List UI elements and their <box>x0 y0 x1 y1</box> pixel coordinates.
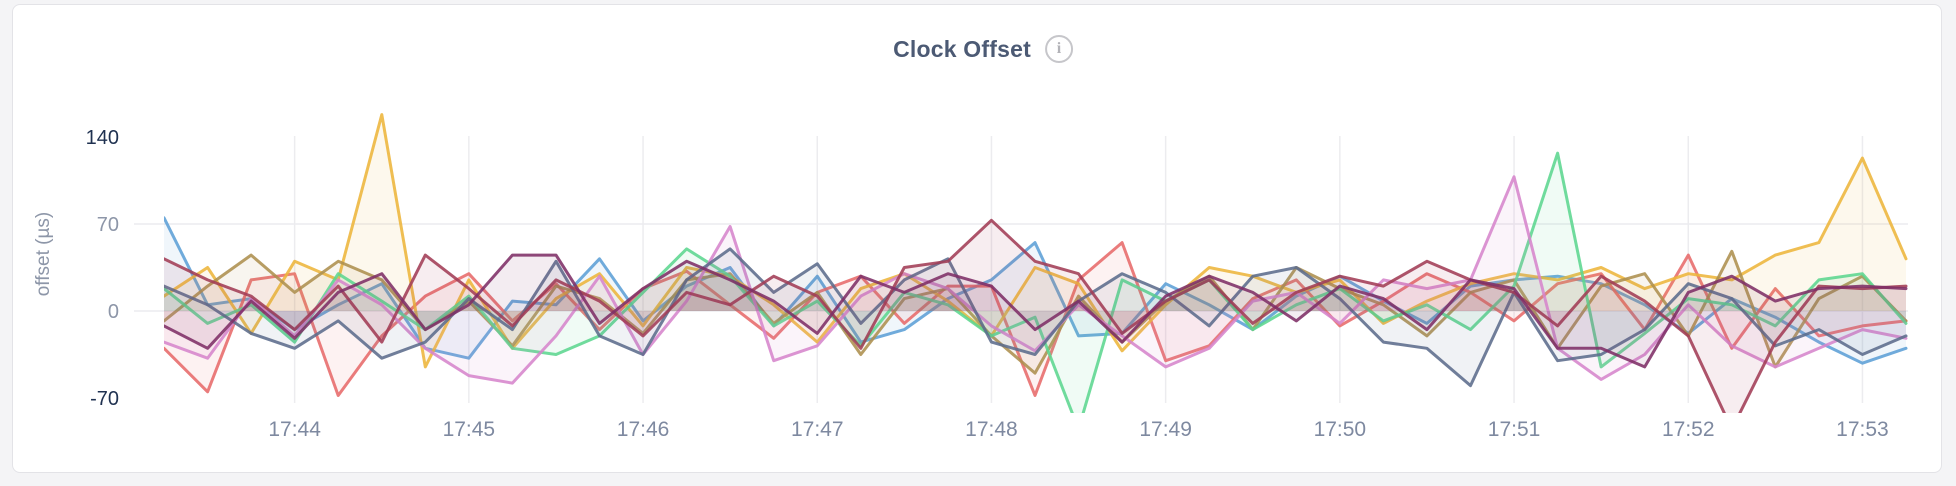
clock-offset-chart-svg[interactable]: 140 70 0 -70 offset (µs) 17:44 17:45 17:46 17:47… <box>13 5 1942 473</box>
chart-header: Clock Offset i <box>893 35 1073 63</box>
series-line-maroon <box>164 218 1908 413</box>
series-area-gold <box>164 114 1906 367</box>
series-line-orchid <box>164 175 1908 385</box>
x-tick-label: 17:50 <box>1314 418 1367 441</box>
x-tick-label: 17:51 <box>1488 418 1541 441</box>
chart-title: Clock Offset <box>893 35 1031 62</box>
series-area-olive <box>164 251 1906 374</box>
x-tick-label: 17:44 <box>268 418 321 441</box>
gridlines <box>134 136 1908 403</box>
x-tick-label: 17:46 <box>617 418 670 441</box>
series-line-red <box>164 241 1908 397</box>
y-tick-label: 140 <box>86 127 119 149</box>
y-tick-label: -70 <box>90 388 119 410</box>
series-area-green <box>164 153 1906 413</box>
chart-card: Clock Offset i 140 70 0 -70 offset (µs) 17:44… <box>12 4 1942 473</box>
series-group <box>164 113 1908 413</box>
y-axis-title: offset (µs) <box>33 212 54 297</box>
series-line-plum <box>164 253 1908 369</box>
y-axis-labels: 140 70 0 -70 <box>86 127 119 410</box>
x-tick-label: 17:45 <box>443 418 496 441</box>
series-area-maroon <box>164 220 1906 413</box>
x-tick-label: 17:49 <box>1139 418 1192 441</box>
series-area-slate <box>164 248 1906 386</box>
series-line-olive <box>164 249 1908 375</box>
y-tick-label: 70 <box>97 214 119 236</box>
x-tick-label: 17:47 <box>791 418 844 441</box>
y-tick-label: 0 <box>108 301 119 323</box>
x-axis-labels: 17:44 17:45 17:46 17:47 17:48 17:49 17:50 17:51… <box>268 418 1888 441</box>
info-icon[interactable]: i <box>1044 35 1073 63</box>
x-tick-label: 17:52 <box>1662 418 1715 441</box>
x-tick-label: 17:53 <box>1836 418 1889 441</box>
series-area-plum <box>164 255 1906 367</box>
series-area-orchid <box>164 176 1906 384</box>
series-area-blue <box>164 217 1906 364</box>
x-tick-label: 17:48 <box>965 418 1018 441</box>
